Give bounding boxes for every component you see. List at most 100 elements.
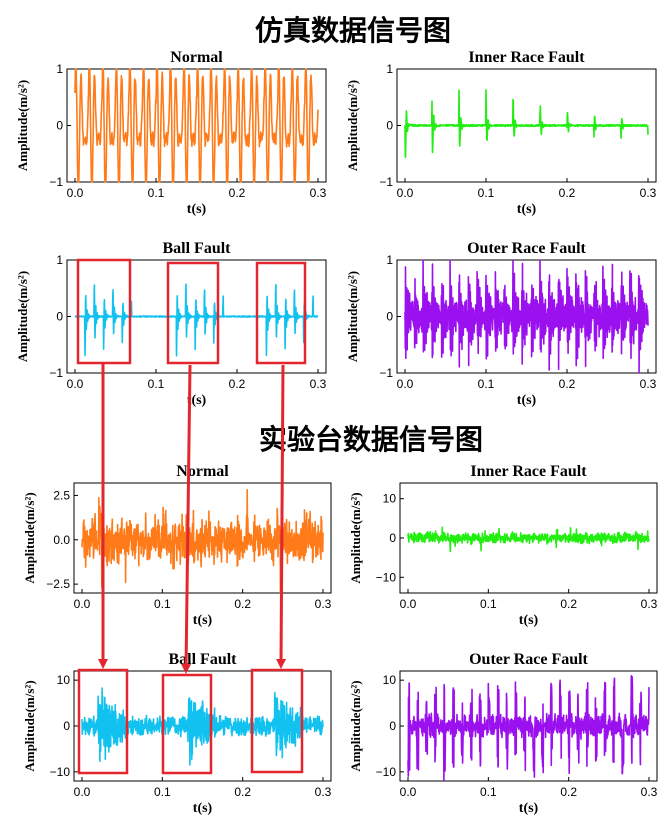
series-line	[404, 89, 649, 158]
x-tick-label: 0.2	[560, 785, 577, 799]
series-line	[81, 687, 324, 766]
x-axis-label: t(s)	[519, 613, 539, 628]
y-tick-label: −1	[379, 175, 393, 189]
chart-title: Outer Race Fault	[469, 651, 588, 668]
x-tick-label: 0.0	[400, 785, 417, 799]
x-tick-label: 0.1	[478, 377, 495, 391]
bench-heading: 实验台数据信号图	[259, 423, 483, 456]
chart-panel: 0.0 0.1 0.2 0.3 −10 0 10 Outer Race Fault t(s) Am…	[348, 651, 658, 816]
x-tick-label: 0.2	[559, 377, 576, 391]
y-tick-label: 10	[57, 673, 71, 687]
highlight-box	[161, 673, 213, 775]
x-tick-label: 0.0	[67, 377, 84, 391]
x-tick-label: 0.2	[234, 597, 251, 611]
y-axis-label: Amplitude(m/s²)	[15, 271, 30, 362]
y-tick-label: −1	[379, 366, 393, 380]
x-axis-label: t(s)	[187, 393, 207, 408]
y-tick-label: 1	[386, 62, 393, 76]
y-tick-label: −1	[49, 175, 63, 189]
highlight-box	[250, 668, 304, 774]
y-axis-label: Amplitude(m/s²)	[345, 271, 360, 362]
arrow	[276, 364, 287, 669]
x-tick-label: 0.1	[480, 597, 497, 611]
chart-title: Outer Race Fault	[467, 240, 586, 257]
x-tick-label: 0.0	[74, 597, 91, 611]
y-tick-label: 0	[389, 531, 396, 545]
y-tick-label: 1	[56, 62, 63, 76]
x-tick-label: 0.3	[310, 377, 327, 391]
plot-frame	[73, 482, 332, 594]
y-tick-label: 0	[386, 310, 393, 324]
x-tick-label: 0.1	[148, 377, 165, 391]
y-tick-label: 1	[386, 253, 393, 267]
x-tick-label: 0.3	[640, 186, 657, 200]
x-tick-label: 0.1	[478, 186, 495, 200]
x-tick-label: 0.0	[400, 597, 417, 611]
chart-panel: 0.0 0.1 0.2 0.3 −1 0 1 Outer Race Fault t(s) Ampl…	[345, 240, 657, 408]
x-tick-label: 0.3	[315, 785, 332, 799]
x-tick-label: 0.3	[310, 186, 327, 200]
y-axis-label: Amplitude(m/s²)	[22, 492, 37, 583]
x-axis-label: t(s)	[193, 801, 213, 816]
y-tick-label: 0	[386, 119, 393, 133]
y-axis-label: Amplitude(m/s²)	[22, 680, 37, 771]
x-tick-label: 0.3	[641, 785, 658, 799]
y-tick-label: −2.5	[46, 577, 70, 591]
x-axis-label: t(s)	[193, 613, 213, 628]
series-line	[407, 675, 650, 782]
y-tick-label: −10	[50, 765, 71, 779]
x-tick-label: 0.2	[560, 597, 577, 611]
highlight-box	[255, 261, 307, 365]
chart-title: Inner Race Fault	[468, 49, 585, 66]
x-tick-label: 0.1	[154, 597, 171, 611]
chart-panel: 0.0 0.1 0.2 0.3 −1 0 1 Normal t(s) Amplitude(m/s²…	[15, 49, 327, 217]
x-tick-label: 0.3	[640, 377, 657, 391]
chart-panel: 0.0 0.1 0.2 0.3 −2.5 0.0 2.5 Normal t(s) Amplitud…	[22, 463, 332, 628]
y-axis-label: Amplitude(m/s²)	[348, 492, 363, 583]
x-axis-label: t(s)	[187, 202, 207, 217]
y-tick-label: 2.5	[53, 488, 70, 502]
x-tick-label: 0.1	[480, 785, 497, 799]
chart-title: Ball Fault	[162, 240, 231, 257]
chart-panel: 0.0 0.1 0.2 0.3 −1 0 1 Inner Race Fault t(s) Ampl…	[345, 49, 657, 217]
y-tick-label: 0	[56, 310, 63, 324]
y-tick-label: 0.0	[53, 533, 70, 547]
chart-panel: 0.0 0.1 0.2 0.3 −1 0 1 Ball Fault t(s) Amplitude(…	[15, 240, 327, 408]
chart-title: Inner Race Fault	[470, 463, 587, 480]
series-line	[81, 489, 324, 594]
x-tick-label: 0.2	[559, 186, 576, 200]
x-tick-label: 0.0	[397, 377, 414, 391]
y-tick-label: −10	[376, 765, 397, 779]
x-tick-label: 0.3	[641, 597, 658, 611]
y-axis-label: Amplitude(m/s²)	[15, 80, 30, 171]
y-axis-label: Amplitude(m/s²)	[345, 80, 360, 171]
x-tick-label: 0.1	[148, 186, 165, 200]
series-line	[74, 283, 319, 357]
x-axis-label: t(s)	[517, 202, 537, 217]
x-tick-label: 0.2	[229, 377, 246, 391]
series-line	[404, 259, 649, 374]
sim-heading: 仿真数据信号图	[255, 14, 451, 47]
x-tick-label: 0.3	[315, 597, 332, 611]
x-tick-label: 0.2	[234, 785, 251, 799]
y-axis-label: Amplitude(m/s²)	[348, 680, 363, 771]
x-tick-label: 0.0	[67, 186, 84, 200]
x-axis-label: t(s)	[519, 801, 539, 816]
x-axis-label: t(s)	[517, 393, 537, 408]
y-tick-label: 1	[56, 253, 63, 267]
y-tick-label: 10	[383, 492, 397, 506]
y-tick-label: −1	[49, 366, 63, 380]
chart-title: Ball Fault	[168, 651, 237, 668]
x-tick-label: 0.0	[74, 785, 91, 799]
series-line	[407, 526, 650, 553]
y-tick-label: 0	[56, 119, 63, 133]
chart-title: Normal	[170, 49, 223, 66]
x-tick-label: 0.1	[154, 785, 171, 799]
arrow	[181, 364, 192, 674]
highlight-box	[77, 668, 129, 775]
y-tick-label: 10	[383, 673, 397, 687]
series-line	[74, 68, 319, 183]
chart-title: Normal	[176, 463, 229, 480]
x-tick-label: 0.2	[229, 186, 246, 200]
